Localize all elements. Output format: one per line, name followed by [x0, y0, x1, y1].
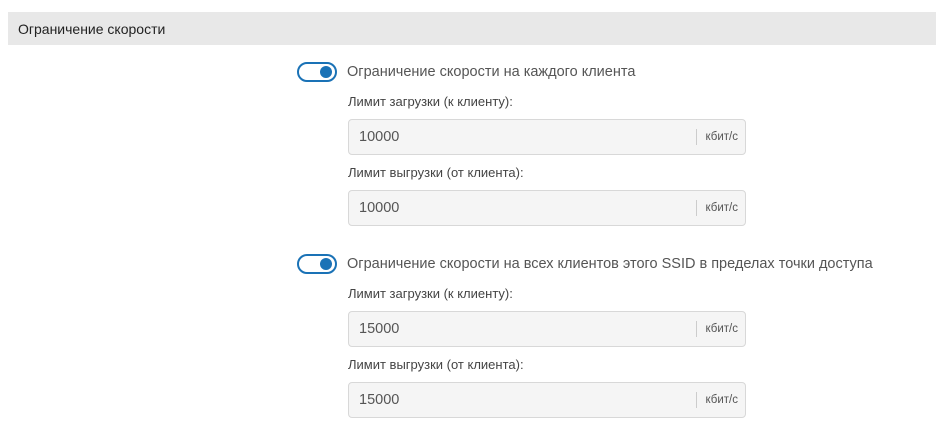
upload-limit-input[interactable]: [349, 199, 697, 217]
toggle-knob: [320, 258, 332, 270]
unit-label: кбит/с: [696, 321, 745, 337]
ssid-limit-group: Ограничение скорости на всех клиентов эт…: [297, 252, 873, 418]
unit-label: кбит/с: [696, 129, 745, 145]
download-limit-field: кбит/с: [348, 311, 746, 347]
per-client-limit-group: Ограничение скорости на каждого клиента …: [297, 60, 746, 226]
download-limit-input[interactable]: [349, 320, 697, 338]
download-limit-label: Лимит загрузки (к клиенту):: [348, 94, 513, 109]
upload-limit-field: кбит/с: [348, 382, 746, 418]
section-header: Ограничение скорости: [8, 12, 936, 45]
unit-label: кбит/с: [696, 392, 745, 408]
download-limit-field: кбит/с: [348, 119, 746, 155]
toggle-label: Ограничение скорости на всех клиентов эт…: [347, 256, 873, 272]
toggle-knob: [320, 66, 332, 78]
upload-limit-input[interactable]: [349, 391, 697, 409]
unit-label: кбит/с: [696, 200, 745, 216]
toggle-label: Ограничение скорости на каждого клиента: [347, 64, 636, 80]
ssid-limit-toggle[interactable]: [297, 254, 337, 274]
download-limit-input[interactable]: [349, 128, 697, 146]
upload-limit-label: Лимит выгрузки (от клиента):: [348, 165, 524, 180]
upload-limit-label: Лимит выгрузки (от клиента):: [348, 357, 524, 372]
section-title: Ограничение скорости: [18, 20, 166, 37]
upload-limit-field: кбит/с: [348, 190, 746, 226]
per-client-limit-toggle[interactable]: [297, 62, 337, 82]
download-limit-label: Лимит загрузки (к клиенту):: [348, 286, 513, 301]
